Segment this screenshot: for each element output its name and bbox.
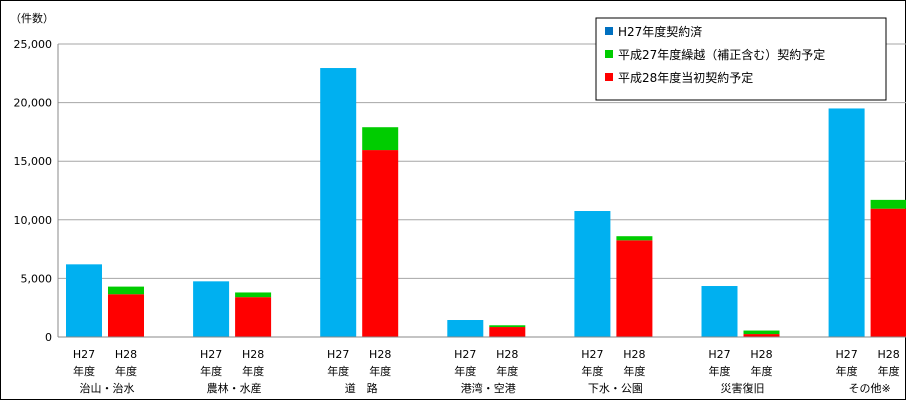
x-label-h28: H28	[496, 348, 518, 361]
x-label-year-word: 年度	[496, 364, 518, 378]
x-label-year-word: 年度	[115, 364, 137, 378]
category-label: 農林・水産	[207, 381, 262, 395]
y-tick-label: 5,000	[21, 272, 53, 285]
category-label: 港湾・空港	[461, 381, 516, 395]
bar-h28-initial	[235, 297, 272, 337]
bar-h27-contracted	[193, 281, 230, 337]
legend-label: H27年度契約済	[618, 24, 702, 39]
bar-h27-carryover	[616, 236, 653, 241]
bar-h27-carryover	[870, 199, 906, 209]
bar-h27-carryover	[108, 286, 144, 295]
category-label: 下水・公園	[588, 382, 643, 395]
bar-h27-contracted	[447, 320, 484, 337]
x-label-year-word: 年度	[836, 364, 858, 378]
bar-h27-contracted	[66, 264, 102, 337]
y-tick-label: 25,000	[14, 38, 53, 51]
bar-h27-carryover	[743, 330, 780, 335]
x-label-h27: H27	[73, 348, 95, 361]
x-label-year-word: 年度	[242, 364, 264, 378]
category-label: 治山・治水	[80, 381, 135, 395]
y-tick-label: 15,000	[14, 155, 53, 168]
x-label-h28: H28	[115, 348, 137, 361]
bar-h27-contracted	[828, 108, 865, 338]
x-label-h27: H27	[454, 348, 476, 361]
y-tick-labels: 25,000 20,000 15,000 10,000 5,000 0	[14, 38, 53, 344]
x-label-h28: H28	[750, 348, 772, 361]
y-axis-unit-label: （件数）	[10, 12, 54, 25]
bars	[66, 68, 906, 338]
x-label-year-word: 年度	[73, 364, 95, 378]
x-label-year-word: 年度	[327, 364, 349, 378]
bar-h28-initial	[616, 240, 653, 337]
bar-h27-carryover	[362, 127, 399, 151]
x-label-h27: H27	[835, 348, 857, 361]
x-label-h27: H27	[581, 348, 603, 361]
bar-h27-contracted	[701, 286, 738, 337]
x-label-year-word: 年度	[623, 364, 645, 378]
legend-box	[595, 17, 887, 101]
category-label: 道 路	[345, 381, 378, 395]
legend-swatch	[605, 27, 613, 35]
category-label: その他※	[848, 382, 890, 395]
x-label-year-word: 年度	[709, 364, 731, 378]
x-label-year-word: 年度	[751, 364, 773, 378]
bar-h27-carryover	[489, 325, 526, 328]
x-label-h28: H28	[877, 348, 899, 361]
y-tick-label: 10,000	[14, 214, 53, 227]
bar-h28-initial	[489, 327, 526, 337]
legend-swatch	[605, 50, 613, 58]
bar-h28-initial	[108, 294, 144, 337]
bar-h28-initial	[870, 208, 906, 337]
x-label-year-word: 年度	[369, 364, 391, 378]
legend-label: 平成28年度当初契約予定	[618, 70, 753, 85]
x-label-h27: H27	[200, 348, 222, 361]
x-label-year-word: 年度	[200, 364, 222, 378]
x-label-h27: H27	[327, 348, 349, 361]
bar-h27-contracted	[574, 211, 611, 337]
bar-h27-contracted	[320, 68, 357, 337]
y-tick-label: 20,000	[14, 97, 53, 110]
x-label-h28: H28	[369, 348, 391, 361]
bar-h28-initial	[362, 150, 399, 337]
bar-h27-carryover	[235, 292, 272, 298]
bar-h28-initial	[743, 334, 780, 337]
legend-swatch	[605, 73, 613, 81]
category-label: 災害復旧	[721, 381, 765, 395]
y-tick-label: 0	[45, 331, 52, 344]
x-label-year-word: 年度	[581, 364, 603, 378]
x-label-year-word: 年度	[454, 364, 476, 378]
legend-label: 平成27年度繰越（補正含む）契約予定	[618, 47, 825, 62]
x-label-h27: H27	[708, 348, 730, 361]
x-label-year-word: 年度	[878, 364, 900, 378]
x-label-h28: H28	[242, 348, 264, 361]
x-label-h28: H28	[623, 348, 645, 361]
